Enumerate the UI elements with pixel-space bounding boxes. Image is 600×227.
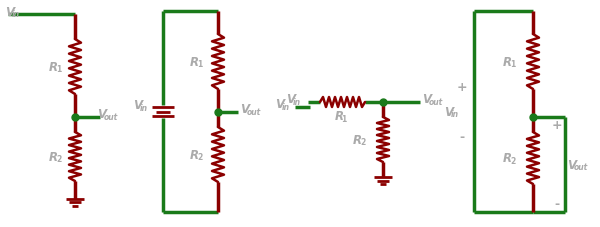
Text: V: V <box>444 106 453 118</box>
Text: 1: 1 <box>56 65 61 74</box>
Text: in: in <box>139 104 148 113</box>
Text: R: R <box>503 56 512 69</box>
Text: -: - <box>460 131 464 143</box>
Text: 2: 2 <box>510 156 515 165</box>
Text: in: in <box>451 110 458 119</box>
Text: +: + <box>551 119 562 132</box>
Text: out: out <box>574 163 588 172</box>
Text: 1: 1 <box>197 60 202 69</box>
Text: in: in <box>281 103 290 111</box>
Text: R: R <box>503 152 512 165</box>
Text: V: V <box>240 103 249 116</box>
Text: R: R <box>49 150 58 163</box>
Text: R: R <box>190 56 199 69</box>
Text: R: R <box>335 110 343 123</box>
Text: V: V <box>286 93 295 106</box>
Text: out: out <box>428 98 443 106</box>
Text: 1: 1 <box>341 114 347 123</box>
Text: +: + <box>457 81 467 94</box>
Text: 2: 2 <box>197 153 202 162</box>
Text: out: out <box>247 108 261 116</box>
Text: R: R <box>353 133 362 146</box>
Text: 1: 1 <box>510 60 515 69</box>
Text: V: V <box>567 158 576 171</box>
Text: V: V <box>275 98 284 111</box>
Text: out: out <box>104 113 118 121</box>
Text: -: - <box>554 198 560 211</box>
Text: in: in <box>293 98 301 106</box>
Text: V: V <box>5 5 14 18</box>
Text: in: in <box>11 10 19 19</box>
Text: 2: 2 <box>360 138 365 147</box>
Text: R: R <box>190 148 199 161</box>
Text: V: V <box>133 99 142 112</box>
Text: R: R <box>49 61 58 74</box>
Text: V: V <box>97 108 106 121</box>
Text: 2: 2 <box>56 155 61 164</box>
Text: V: V <box>422 93 431 106</box>
